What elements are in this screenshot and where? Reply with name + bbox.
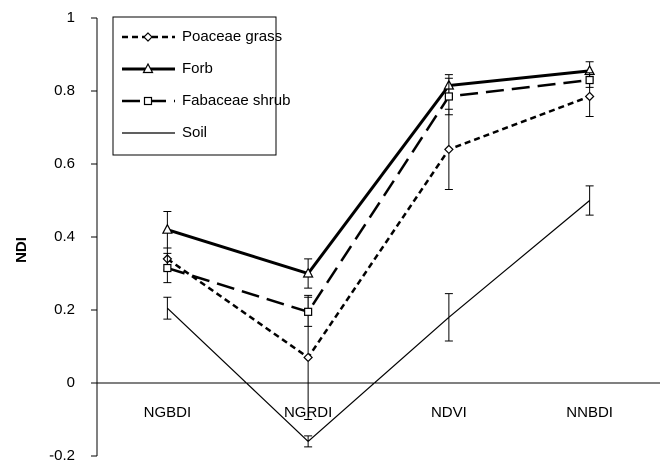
marker [302, 267, 314, 278]
y-tick-label: 0.2 [54, 301, 75, 318]
series-line [166, 95, 591, 360]
marker [143, 32, 153, 42]
marker [303, 352, 313, 363]
series-line [166, 69, 590, 276]
marker [143, 96, 153, 106]
marker [444, 92, 453, 101]
series-line [167, 78, 590, 314]
y-axis-label: NDI [13, 237, 30, 263]
y-tick-label: 0 [67, 374, 75, 391]
y-tick-label: -0.2 [49, 447, 75, 464]
x-tick-label: NGBDI [144, 404, 192, 421]
marker [444, 144, 454, 155]
legend-label: Fabaceae shrub [182, 92, 290, 109]
marker [304, 307, 313, 316]
x-tick-label: NDVI [431, 404, 467, 421]
marker [142, 62, 154, 74]
y-tick-label: 0.8 [54, 82, 75, 99]
y-tick-label: 0.4 [54, 228, 75, 245]
series-line [166, 200, 591, 443]
y-tick-label: 1 [67, 9, 75, 26]
legend-label: Forb [182, 60, 213, 77]
legend-box [112, 16, 277, 156]
marker [584, 91, 595, 102]
marker [585, 75, 594, 85]
legend-label: Soil [182, 124, 207, 141]
y-tick-label: 0.6 [54, 155, 75, 172]
x-tick-label: NNBDI [566, 404, 613, 421]
legend-label: Poaceae grass [182, 28, 282, 45]
marker [163, 263, 172, 273]
marker [161, 223, 173, 234]
